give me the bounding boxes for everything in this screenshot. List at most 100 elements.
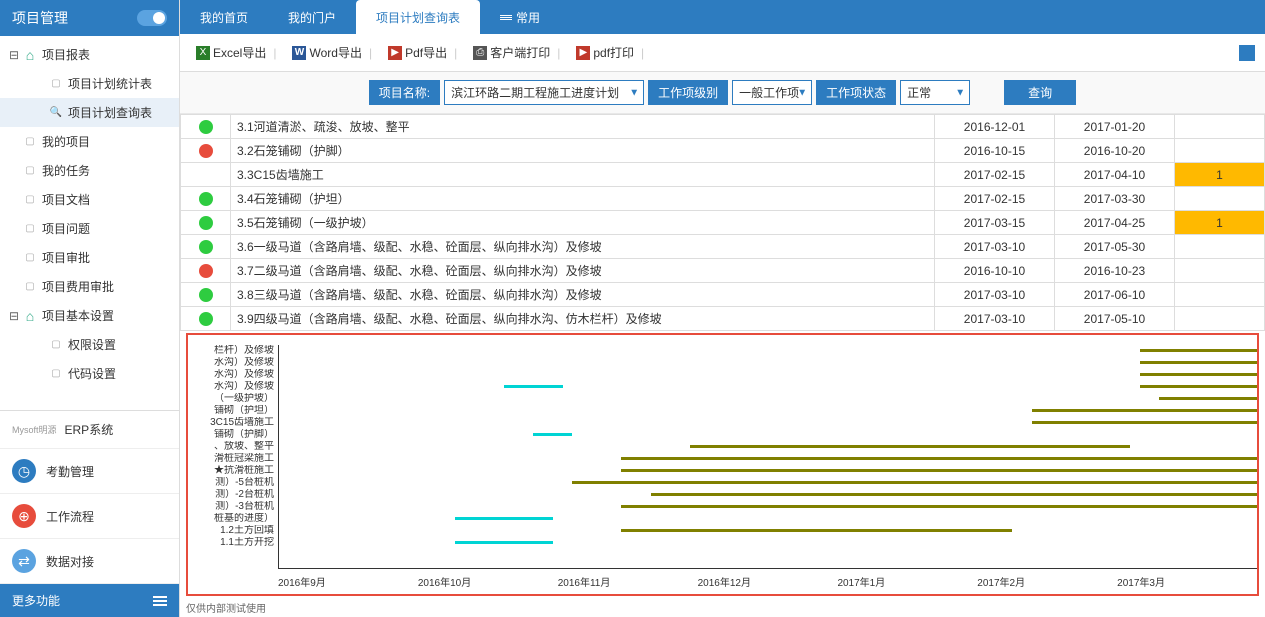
content: 3.1河道清淤、疏浚、放坡、整平 2016-12-01 2017-01-20 3…	[180, 114, 1265, 617]
save-icon[interactable]	[1239, 45, 1255, 61]
toolbar-button[interactable]: ▶Pdf导出|	[382, 42, 463, 63]
tree-label: 项目报表	[42, 46, 171, 63]
table-row[interactable]: 3.4石笼铺砌（护坦） 2017-02-15 2017-03-30	[181, 187, 1265, 211]
flag-cell	[1175, 307, 1265, 331]
tab[interactable]: 项目计划查询表	[356, 0, 480, 34]
tree-item[interactable]: 项目问题	[0, 214, 179, 243]
start-date: 2017-02-15	[935, 187, 1055, 211]
bottom-nav-item[interactable]: Mysoft明源ERP系统	[0, 411, 179, 449]
tree-label: 我的任务	[42, 162, 171, 179]
start-date: 2017-03-10	[935, 283, 1055, 307]
nav-tree: ⊟ 项目报表项目计划统计表项目计划查询表我的项目我的任务项目文档项目问题项目审批项…	[0, 36, 179, 410]
task-name: 3.4石笼铺砌（护坦）	[231, 187, 935, 211]
toolbar-button[interactable]: ⎙客户端打印|	[467, 42, 566, 63]
toolbar-button[interactable]: WWord导出|	[286, 42, 378, 63]
tab[interactable]: 我的门户	[268, 0, 356, 34]
bottom-nav-item[interactable]: ⇄数据对接	[0, 539, 179, 584]
end-date: 2017-01-20	[1055, 115, 1175, 139]
gantt-row-label: 铺砌（护脚）	[188, 429, 278, 441]
table-row[interactable]: 3.1河道清淤、疏浚、放坡、整平 2016-12-01 2017-01-20	[181, 115, 1265, 139]
tree-item[interactable]: 项目文档	[0, 185, 179, 214]
table-row[interactable]: 3.8三级马道（含路肩墙、级配、水稳、砼面层、纵向排水沟）及修坡 2017-03…	[181, 283, 1265, 307]
tree-label: 项目费用审批	[42, 278, 171, 295]
axis-label: 2016年11月	[558, 574, 698, 589]
end-date: 2017-05-30	[1055, 235, 1175, 259]
search-icon	[48, 105, 64, 121]
sidebar: 项目管理 ⊟项目报表项目计划统计表项目计划查询表我的项目我的任务项目文档项目问题…	[0, 0, 180, 617]
tree-child[interactable]: 项目计划查询表	[0, 98, 179, 127]
task-name: 3.3C15齿墙施工	[231, 163, 935, 187]
bottom-nav-item[interactable]: ◷考勤管理	[0, 449, 179, 494]
flag-cell	[1175, 283, 1265, 307]
tree-child[interactable]: 代码设置	[0, 359, 179, 388]
table-row[interactable]: 3.2石笼铺砌（护脚） 2016-10-15 2016-10-20	[181, 139, 1265, 163]
gantt-row-label: 1.1土方开挖	[188, 537, 278, 549]
tree-label: 代码设置	[68, 365, 171, 382]
status-dot	[199, 288, 213, 302]
tree-item[interactable]: 我的项目	[0, 127, 179, 156]
bottom-nav-item[interactable]: ⊕工作流程	[0, 494, 179, 539]
flag-cell	[1175, 115, 1265, 139]
task-name: 3.5石笼铺砌（一级护坡）	[231, 211, 935, 235]
tab[interactable]: 我的首页	[180, 0, 268, 34]
tree-item[interactable]: 项目审批	[0, 243, 179, 272]
tree-item[interactable]: ⊟ 项目报表	[0, 40, 179, 69]
house-icon	[22, 308, 38, 324]
gantt-bar	[572, 481, 1257, 484]
table-row[interactable]: 3.9四级马道（含路肩墙、级配、水稳、砼面层、纵向排水沟、仿木栏杆）及修坡 20…	[181, 307, 1265, 331]
tree-item[interactable]: 项目费用审批	[0, 272, 179, 301]
status-dot	[199, 192, 213, 206]
sidebar-toggle[interactable]	[137, 10, 167, 26]
gantt-row-label: 栏杆）及修坡	[188, 345, 278, 357]
gantt-bar	[621, 529, 1012, 532]
gantt-row-label: 测）-5台桩机	[188, 477, 278, 489]
tree-label: 权限设置	[68, 336, 171, 353]
status-dot	[199, 120, 213, 134]
tree-toggle-icon: ⊟	[8, 48, 20, 62]
level-label: 工作项级别	[648, 80, 728, 105]
status-label: 工作项状态	[816, 80, 896, 105]
table-row[interactable]: 3.5石笼铺砌（一级护坡） 2017-03-15 2017-04-25 1	[181, 211, 1265, 235]
table-row[interactable]: 3.6一级马道（含路肩墙、级配、水稳、砼面层、纵向排水沟）及修坡 2017-03…	[181, 235, 1265, 259]
end-date: 2017-06-10	[1055, 283, 1175, 307]
gantt-bar	[504, 385, 563, 388]
gantt-bar	[1140, 373, 1257, 376]
chevron-down-icon: ▼	[955, 87, 965, 98]
tree-child[interactable]: 权限设置	[0, 330, 179, 359]
tree-child[interactable]: 项目计划统计表	[0, 69, 179, 98]
gantt-bar	[455, 541, 553, 544]
nav-icon: ◷	[12, 459, 36, 483]
folder-icon	[48, 76, 64, 92]
gantt-row-label: 滑桩冠梁施工	[188, 453, 278, 465]
house-icon	[22, 47, 38, 63]
table-row[interactable]: 3.3C15齿墙施工 2017-02-15 2017-04-10 1	[181, 163, 1265, 187]
folder-icon	[22, 134, 38, 150]
query-button[interactable]: 查询	[1004, 80, 1076, 105]
gantt-bar	[1159, 397, 1257, 400]
start-date: 2016-10-15	[935, 139, 1055, 163]
start-date: 2017-02-15	[935, 163, 1055, 187]
status-dot	[199, 240, 213, 254]
axis-label: 2017年2月	[977, 574, 1117, 589]
chevron-down-icon: ▼	[797, 87, 807, 98]
toolbar-button[interactable]: ▶pdf打印|	[570, 42, 650, 63]
start-date: 2017-03-10	[935, 307, 1055, 331]
status-dot	[199, 312, 213, 326]
tab[interactable]: 常用	[480, 0, 560, 34]
toolbar-button[interactable]: XExcel导出|	[190, 42, 282, 63]
main-area: 我的首页我的门户项目计划查询表常用 XExcel导出|WWord导出|▶Pdf导…	[180, 0, 1265, 617]
tree-item[interactable]: ⊟项目基本设置	[0, 301, 179, 330]
task-name: 3.6一级马道（含路肩墙、级配、水稳、砼面层、纵向排水沟）及修坡	[231, 235, 935, 259]
flag-cell	[1175, 139, 1265, 163]
folder-icon	[22, 279, 38, 295]
table-row[interactable]: 3.7二级马道（含路肩墙、级配、水稳、砼面层、纵向排水沟）及修坡 2016-10…	[181, 259, 1265, 283]
gantt-row-label: 测）-2台桩机	[188, 489, 278, 501]
level-select[interactable]: 一般工作项 ▼	[732, 80, 812, 105]
status-dot	[199, 144, 213, 158]
proj-select[interactable]: 滨江环路二期工程施工进度计划 ▼	[444, 80, 644, 105]
gantt-bar	[1140, 385, 1257, 388]
more-button[interactable]: 更多功能	[0, 584, 179, 617]
status-select[interactable]: 正常 ▼	[900, 80, 970, 105]
tree-item[interactable]: 我的任务	[0, 156, 179, 185]
gantt-bar	[1032, 409, 1257, 412]
